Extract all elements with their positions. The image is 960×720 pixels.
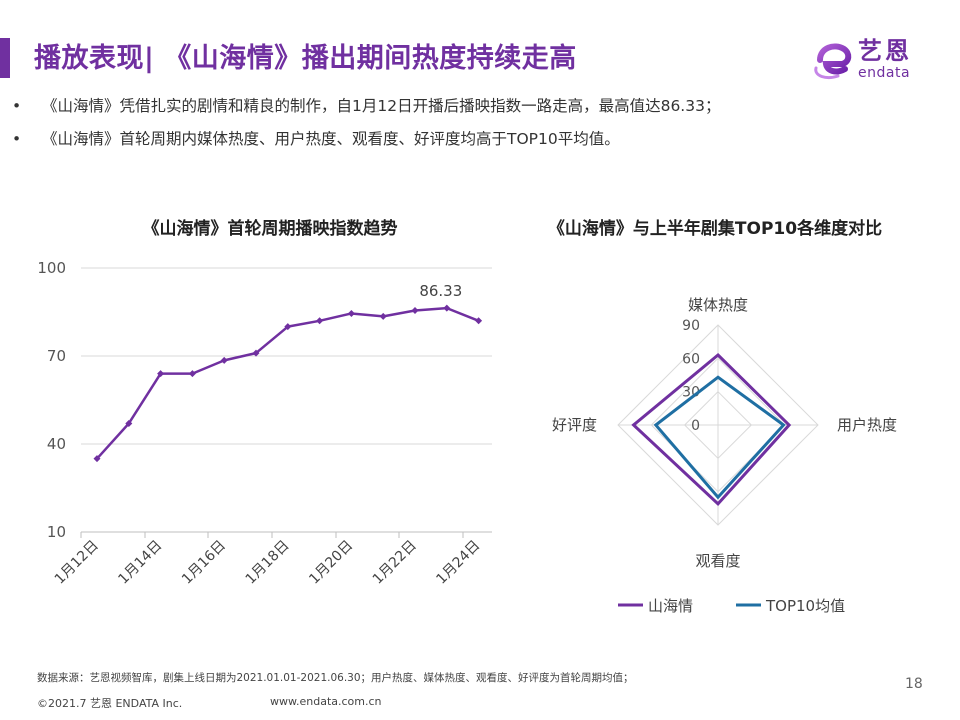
summary-bullets: • 《山海情》凭借扎实的剧情和精良的制作，自1月12日开播后播映指数一路走高，最… bbox=[12, 97, 720, 163]
radar-tick-label: 60 bbox=[682, 351, 700, 367]
x-tick-label: 1月24日 bbox=[433, 538, 483, 588]
endata-logo: 艺恩 endata bbox=[812, 38, 924, 84]
x-tick-label: 1月16日 bbox=[179, 538, 229, 588]
radar-tick-label: 0 bbox=[691, 418, 700, 434]
data-point bbox=[443, 304, 451, 312]
radar-axis-label: 好评度 bbox=[552, 416, 597, 434]
bullet-dot: • bbox=[12, 97, 22, 115]
radar-series-polygon bbox=[631, 352, 792, 507]
data-point bbox=[125, 419, 133, 427]
bullet-item: • 《山海情》首轮周期内媒体热度、用户热度、观看度、好评度均高于TOP10平均值… bbox=[12, 130, 720, 149]
data-point bbox=[252, 349, 260, 357]
data-point bbox=[347, 309, 355, 317]
series-line bbox=[96, 306, 480, 460]
radar-tick-label: 90 bbox=[682, 318, 700, 334]
x-tick-label: 1月12日 bbox=[52, 538, 102, 588]
legend-label: 山海情 bbox=[648, 597, 693, 615]
y-tick-label: 100 bbox=[37, 259, 66, 277]
radar-axis-label: 观看度 bbox=[695, 552, 740, 570]
endata-logo-icon bbox=[814, 43, 852, 80]
x-tick-label: 1月18日 bbox=[243, 538, 293, 588]
data-point bbox=[284, 323, 292, 331]
radar-tick-label: 30 bbox=[682, 385, 700, 401]
peak-data-label: 86.33 bbox=[419, 282, 462, 300]
line-chart: 10 40 70 100 1月12日 1月14日 1月16日 1月18日 1月20日 1月22日 1… bbox=[37, 259, 492, 588]
y-tick-label: 10 bbox=[47, 523, 66, 541]
data-point bbox=[475, 317, 483, 325]
logo-text-en: endata bbox=[858, 65, 911, 81]
radar-series-polygon bbox=[653, 375, 786, 500]
data-point bbox=[188, 370, 196, 378]
page-number: 18 bbox=[905, 676, 923, 692]
x-tick-label: 1月22日 bbox=[370, 538, 420, 588]
data-point bbox=[379, 312, 387, 320]
x-tick-label: 1月20日 bbox=[306, 538, 356, 588]
radar-axis-label: 用户热度 bbox=[837, 416, 897, 434]
y-tick-label: 70 bbox=[47, 347, 66, 365]
x-tick-label: 1月14日 bbox=[115, 538, 165, 588]
copyright: ©2021.7 艺恩 ENDATA Inc. bbox=[37, 697, 183, 710]
bullet-text: 《山海情》凭借扎实的剧情和精良的制作，自1月12日开播后播映指数一路走高，最高值… bbox=[42, 97, 721, 115]
logo-text-cn: 艺恩 bbox=[858, 37, 912, 65]
data-source-note: 数据来源：艺恩视频智库，剧集上线日期为2021.01.01-2021.06.30… bbox=[37, 672, 634, 684]
page-title: 播放表现| 《山海情》播出期间热度持续走高 bbox=[34, 43, 577, 74]
legend-label: TOP10均值 bbox=[765, 597, 845, 615]
website-link[interactable]: www.endata.com.cn bbox=[270, 695, 382, 708]
bullet-dot: • bbox=[12, 130, 22, 148]
radar-chart-title: 《山海情》与上半年剧集TOP10各维度对比 bbox=[547, 219, 883, 239]
title-accent-bar bbox=[0, 38, 10, 78]
data-point bbox=[411, 307, 419, 315]
data-point bbox=[157, 370, 165, 378]
radar-axis-label: 媒体热度 bbox=[688, 296, 748, 314]
data-point bbox=[316, 317, 324, 325]
bullet-item: • 《山海情》凭借扎实的剧情和精良的制作，自1月12日开播后播映指数一路走高，最… bbox=[12, 97, 720, 116]
data-point bbox=[220, 356, 228, 364]
line-chart-title: 《山海情》首轮周期播映指数趋势 bbox=[142, 219, 398, 239]
data-point bbox=[93, 455, 101, 463]
bullet-text: 《山海情》首轮周期内媒体热度、用户热度、观看度、好评度均高于TOP10平均值。 bbox=[42, 130, 620, 148]
y-tick-label: 40 bbox=[47, 435, 66, 453]
